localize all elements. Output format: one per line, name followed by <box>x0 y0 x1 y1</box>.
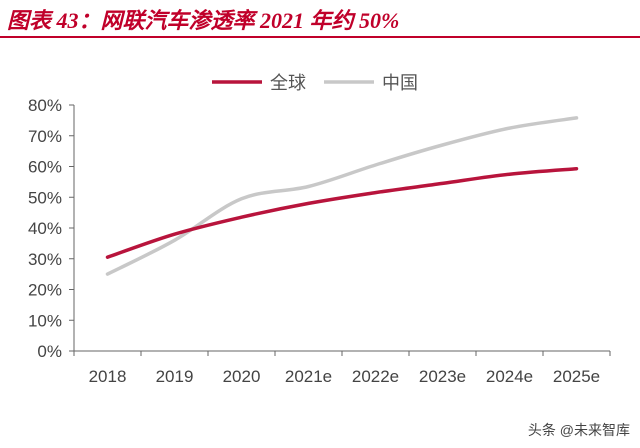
y-axis: 0% 10% 20% 30% 40% 50% 60% 70% 80% <box>28 96 75 361</box>
x-tick-label: 2022e <box>352 367 399 386</box>
y-tick-label: 10% <box>28 311 62 330</box>
x-tick-label: 2021e <box>285 367 332 386</box>
y-tick-label: 30% <box>28 250 62 269</box>
y-tick-label: 50% <box>28 188 62 207</box>
legend-label: 全球 <box>270 73 306 94</box>
title-divider <box>0 36 640 38</box>
x-tick-label: 2019 <box>156 367 194 386</box>
y-tick-label: 20% <box>28 281 62 300</box>
x-tick-label: 2018 <box>89 367 127 386</box>
x-tick-label: 2020 <box>223 367 261 386</box>
y-tick-label: 70% <box>28 127 62 146</box>
series-lines <box>105 116 579 276</box>
y-tick-label: 80% <box>28 96 62 115</box>
y-tick-label: 40% <box>28 219 62 238</box>
y-tick-label: 0% <box>37 342 62 361</box>
x-axis: 2018 2019 2020 2021e 2022e 2023e 2024e 2025e <box>73 350 611 386</box>
series-line-0 <box>105 166 579 259</box>
x-tick-label: 2023e <box>419 367 466 386</box>
watermark: 头条 @未来智库 <box>527 422 630 438</box>
series-line-1 <box>105 116 579 276</box>
x-tick-label: 2024e <box>486 367 533 386</box>
x-tick-label: 2025e <box>553 367 600 386</box>
figure-title: 图表 43：网联汽车渗透率 2021 年约 50% <box>7 8 400 33</box>
legend-label: 中国 <box>382 73 418 94</box>
y-tick-label: 60% <box>28 158 62 177</box>
chart-legend: 全球 中国 <box>212 73 418 94</box>
